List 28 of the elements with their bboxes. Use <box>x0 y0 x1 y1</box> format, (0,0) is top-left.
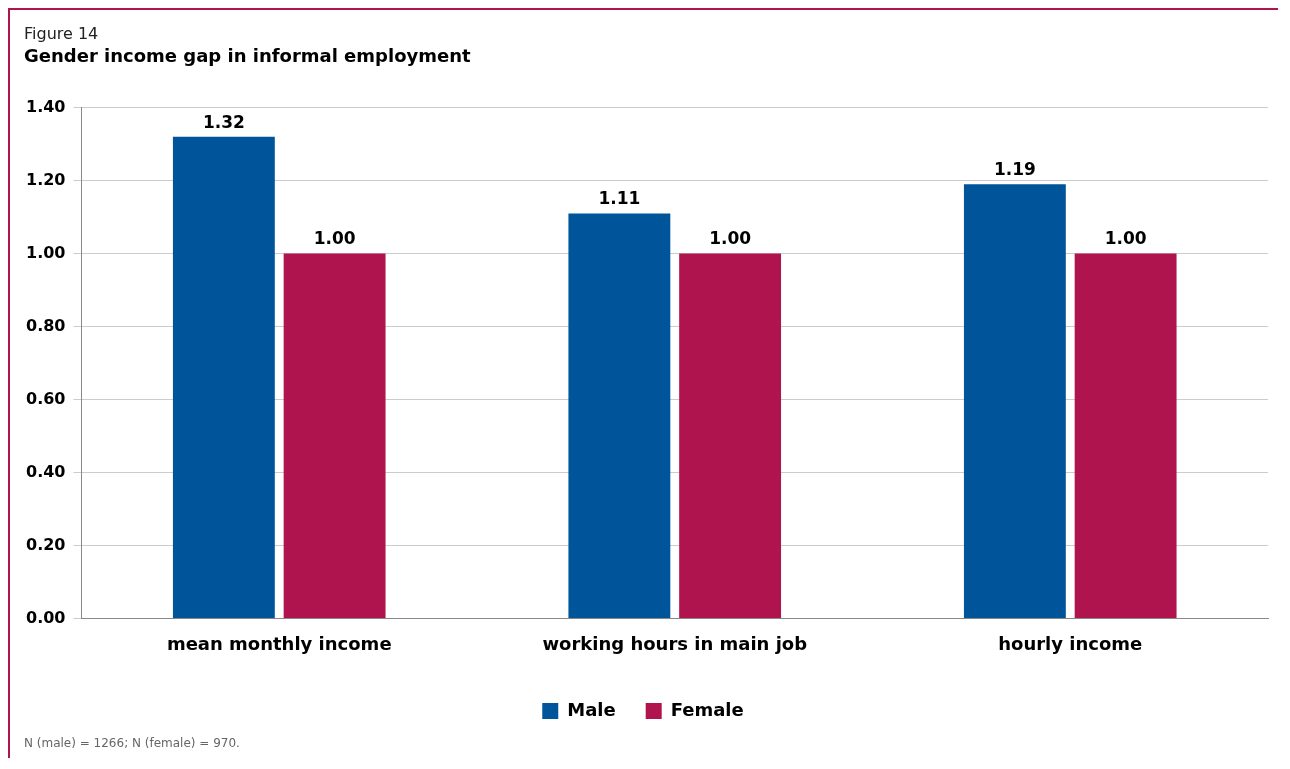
y-tick-label: 0.60 <box>25 388 66 408</box>
y-tick-label: 0.00 <box>25 607 66 627</box>
caption: Figure 14 <box>24 24 99 43</box>
data-label: 1.11 <box>598 188 641 209</box>
bar <box>568 213 671 618</box>
y-tick-label: 1.20 <box>25 169 66 189</box>
bar <box>963 184 1066 618</box>
legend-label: Female <box>670 698 744 720</box>
data-label: 1.19 <box>993 159 1036 180</box>
y-tick-label: 1.40 <box>25 96 66 116</box>
y-tick-label: 0.20 <box>25 534 66 554</box>
data-label: 1.00 <box>1104 228 1147 249</box>
data-label: 1.00 <box>313 228 356 249</box>
x-tick-label: hourly income <box>998 632 1143 654</box>
x-tick-label: working hours in main job <box>542 632 808 654</box>
y-tick-label: 0.80 <box>25 315 66 335</box>
x-tick-label: mean monthly income <box>166 632 392 654</box>
data-label: 1.00 <box>709 228 752 249</box>
y-tick-label: 0.40 <box>25 461 66 481</box>
y-tick-label: 1.00 <box>25 242 66 262</box>
legend-label: Male <box>567 698 616 720</box>
bar <box>1074 253 1177 618</box>
bar <box>679 253 782 618</box>
chart-title: Gender income gap in informal employment <box>24 45 471 66</box>
bar <box>283 253 386 618</box>
bar <box>172 136 275 618</box>
data-label: 1.32 <box>202 111 245 132</box>
text: N (male) = 1266; N (female) = 970. <box>24 736 240 750</box>
